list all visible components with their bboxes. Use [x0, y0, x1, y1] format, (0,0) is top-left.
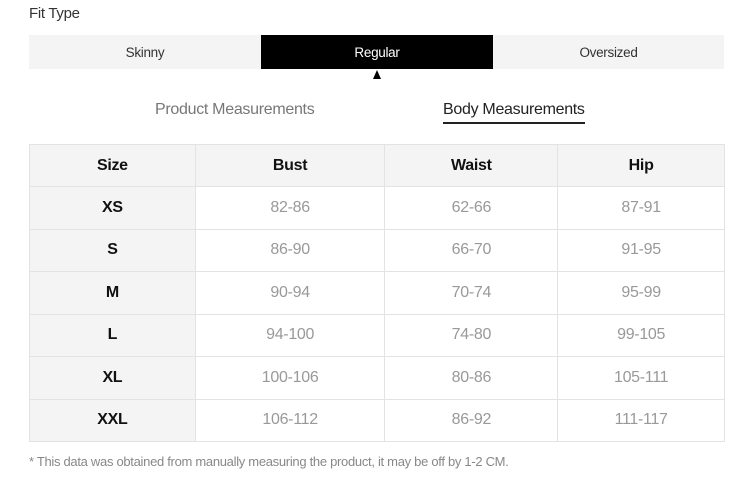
- cell-size: XXL: [29, 398, 196, 442]
- fit-option-oversized[interactable]: Oversized: [579, 44, 638, 60]
- table-row: S 86-90 66-70 91-95: [29, 228, 725, 272]
- header-bust: Bust: [194, 144, 386, 187]
- cell-waist: 74-80: [384, 313, 559, 357]
- tab-product-measurements[interactable]: Product Measurements: [155, 101, 315, 118]
- cell-waist: 80-86: [384, 356, 559, 400]
- tab-body-measurements[interactable]: Body Measurements: [443, 101, 585, 124]
- cell-waist: 62-66: [384, 186, 559, 230]
- fit-type-label: Fit Type: [29, 5, 80, 22]
- cell-bust: 100-106: [194, 356, 386, 400]
- fit-option-skinny[interactable]: Skinny: [125, 44, 165, 60]
- cell-waist: 70-74: [384, 271, 559, 315]
- footnote: * This data was obtained from manually m…: [29, 454, 509, 469]
- cell-hip: 99-105: [557, 313, 725, 357]
- table-row: XS 82-86 62-66 87-91: [29, 186, 725, 230]
- cell-size: XS: [29, 186, 196, 230]
- cell-bust: 86-90: [194, 228, 386, 272]
- size-chart-table: Size Bust Waist Hip XS 82-86 62-66 87-91 S 86…: [29, 144, 725, 442]
- cell-hip: 87-91: [557, 186, 725, 230]
- cell-hip: 105-111: [557, 356, 725, 400]
- cell-hip: 95-99: [557, 271, 725, 315]
- cell-size: L: [29, 313, 196, 357]
- table-row: XL 100-106 80-86 105-111: [29, 356, 725, 400]
- fit-option-regular[interactable]: Regular: [261, 35, 493, 69]
- cell-size: S: [29, 228, 196, 272]
- cell-waist: 86-92: [384, 398, 559, 442]
- cell-size: M: [29, 271, 196, 315]
- cell-bust: 82-86: [194, 186, 386, 230]
- cell-bust: 106-112: [194, 398, 386, 442]
- cell-bust: 94-100: [194, 313, 386, 357]
- cell-size: XL: [29, 356, 196, 400]
- table-row: M 90-94 70-74 95-99: [29, 271, 725, 315]
- table-row: L 94-100 74-80 99-105: [29, 313, 725, 357]
- fit-type-selector: Skinny Regular Oversized: [29, 35, 724, 69]
- cell-bust: 90-94: [194, 271, 386, 315]
- table-row: XXL 106-112 86-92 111-117: [29, 398, 725, 442]
- header-size: Size: [29, 144, 196, 187]
- cell-waist: 66-70: [384, 228, 559, 272]
- table-header-row: Size Bust Waist Hip: [29, 144, 725, 187]
- header-hip: Hip: [557, 144, 725, 187]
- header-waist: Waist: [384, 144, 559, 187]
- cell-hip: 111-117: [557, 398, 725, 442]
- selected-indicator-icon: [373, 70, 381, 79]
- cell-hip: 91-95: [557, 228, 725, 272]
